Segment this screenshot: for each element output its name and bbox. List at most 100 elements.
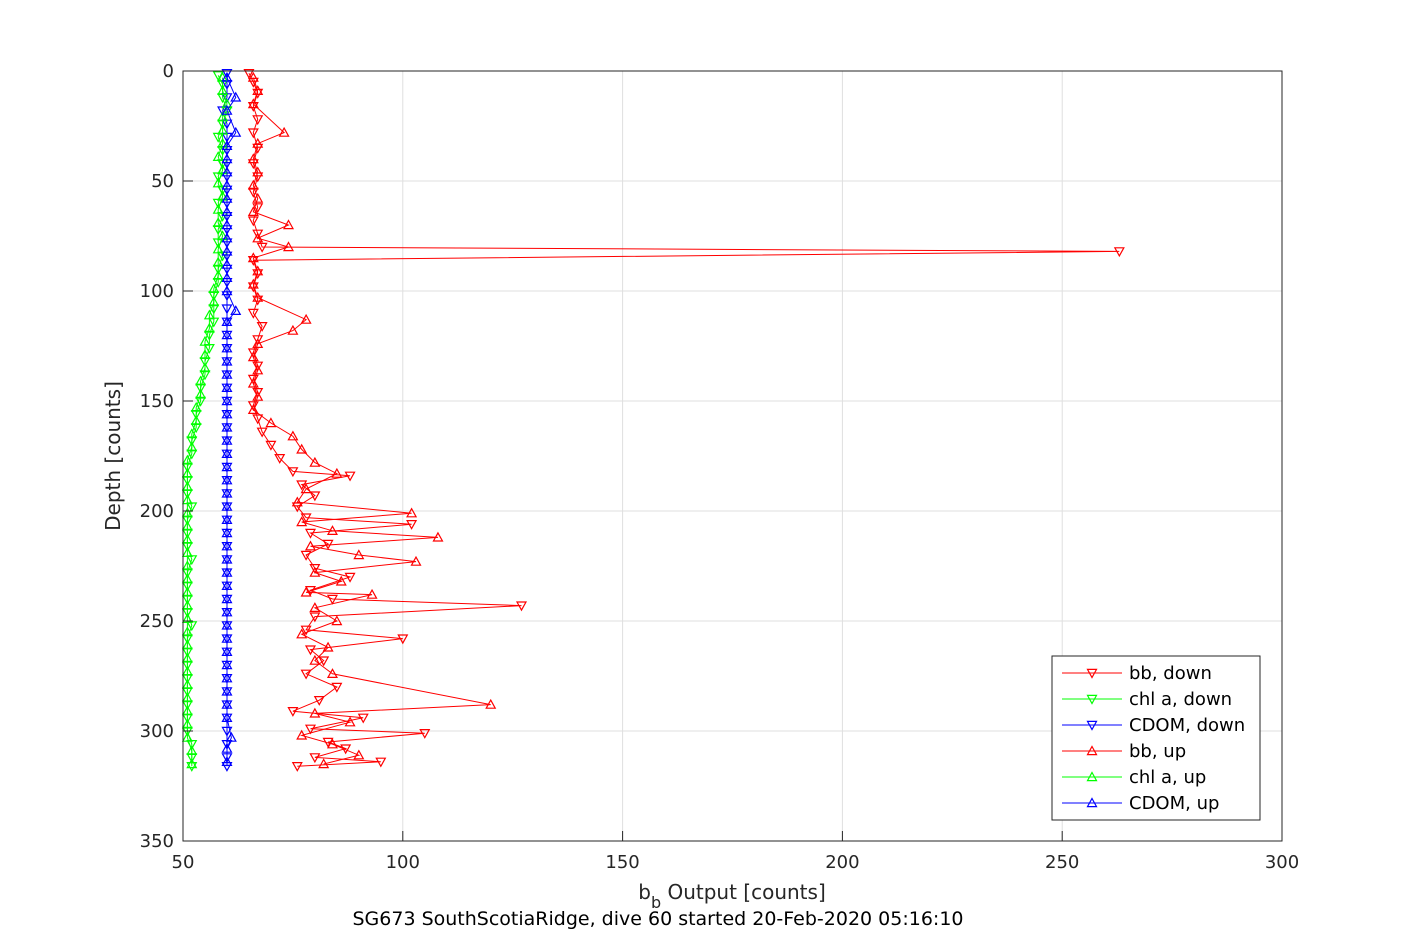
x-axis-label-b: b xyxy=(638,880,651,904)
data-point xyxy=(331,682,343,693)
data-point xyxy=(309,566,321,577)
data-point xyxy=(247,216,259,227)
data-point xyxy=(221,487,233,498)
legend-label: CDOM, down xyxy=(1129,715,1245,736)
data-point xyxy=(304,540,317,551)
data-point xyxy=(322,641,334,652)
data-point xyxy=(252,229,264,240)
data-point xyxy=(252,335,264,346)
data-point xyxy=(230,91,242,102)
data-point xyxy=(217,190,229,201)
data-point xyxy=(296,628,308,639)
y-tick-label: 250 xyxy=(140,611,174,632)
data-point xyxy=(252,203,264,214)
legend-marker xyxy=(1086,668,1098,679)
data-point xyxy=(221,316,233,326)
data-point xyxy=(221,395,233,406)
series-line xyxy=(186,77,228,764)
x-axis-label-rest: Output [counts] xyxy=(661,880,826,904)
data-point xyxy=(406,520,418,530)
y-tick-label: 50 xyxy=(151,171,174,192)
y-tick-label: 350 xyxy=(140,831,174,852)
data-point xyxy=(181,494,193,505)
data-point xyxy=(203,322,215,333)
data-point xyxy=(221,527,233,538)
data-point xyxy=(230,126,242,137)
data-point xyxy=(221,69,233,79)
data-point xyxy=(326,668,338,678)
data-point xyxy=(217,124,229,135)
data-point xyxy=(432,531,444,542)
data-point xyxy=(221,368,233,379)
data-point xyxy=(217,85,229,95)
data-point xyxy=(181,652,193,663)
data-point xyxy=(326,594,338,605)
series-line xyxy=(226,77,237,762)
legend: bb, down chl a, down CDOM, down bb, up chl a… xyxy=(1051,655,1261,821)
data-point xyxy=(221,192,233,203)
data-point xyxy=(221,646,233,656)
data-point xyxy=(181,731,193,742)
data-point xyxy=(247,206,259,216)
data-point xyxy=(287,707,299,717)
data-point xyxy=(199,349,211,359)
data-point xyxy=(221,342,233,353)
data-point xyxy=(221,448,233,458)
data-point xyxy=(300,669,312,680)
data-point xyxy=(296,729,308,740)
legend-item: CDOM, up xyxy=(1062,793,1219,814)
series-layer xyxy=(181,69,1125,772)
data-point xyxy=(221,104,233,115)
data-point xyxy=(353,549,365,560)
data-point xyxy=(252,361,264,372)
legend-label: chl a, up xyxy=(1129,767,1206,788)
data-point xyxy=(265,417,277,428)
x-tick-label: 100 xyxy=(386,852,420,873)
data-point xyxy=(252,364,264,375)
data-point xyxy=(190,415,202,425)
data-point xyxy=(181,665,193,676)
data-point xyxy=(309,612,321,623)
legend-marker xyxy=(1086,694,1098,705)
data-point xyxy=(318,758,330,769)
legend-marker xyxy=(1086,720,1098,731)
data-point xyxy=(397,634,409,645)
data-point xyxy=(181,560,193,571)
data-point xyxy=(243,69,255,79)
data-point xyxy=(212,203,224,214)
legend-marker xyxy=(1086,745,1098,756)
data-point xyxy=(515,601,528,612)
data-point xyxy=(208,296,220,307)
data-point xyxy=(181,718,193,729)
data-point xyxy=(252,137,264,148)
data-point xyxy=(221,285,233,296)
data-point xyxy=(309,707,321,718)
legend-marker xyxy=(1086,771,1098,782)
data-point xyxy=(331,467,343,478)
data-point xyxy=(300,483,312,494)
data-point xyxy=(256,322,268,332)
data-point xyxy=(221,659,233,670)
data-point xyxy=(296,516,308,527)
data-point xyxy=(221,553,233,564)
legend-item: CDOM, down xyxy=(1062,715,1245,736)
data-point xyxy=(221,606,233,617)
data-point xyxy=(247,278,259,289)
data-point xyxy=(221,698,233,709)
data-point xyxy=(221,421,233,432)
figure-caption: SG673 SouthScotiaRidge, dive 60 started … xyxy=(352,908,963,930)
data-point xyxy=(221,632,233,643)
x-tick-label: 250 xyxy=(1045,852,1079,873)
data-point xyxy=(247,252,259,263)
data-point xyxy=(296,480,308,491)
data-point xyxy=(221,672,233,683)
data-point xyxy=(304,724,317,735)
data-point xyxy=(181,639,193,650)
data-point xyxy=(287,430,299,441)
data-point xyxy=(282,219,295,230)
data-point xyxy=(309,654,321,665)
data-point xyxy=(181,454,193,465)
data-point xyxy=(181,520,193,531)
data-point xyxy=(221,514,233,524)
